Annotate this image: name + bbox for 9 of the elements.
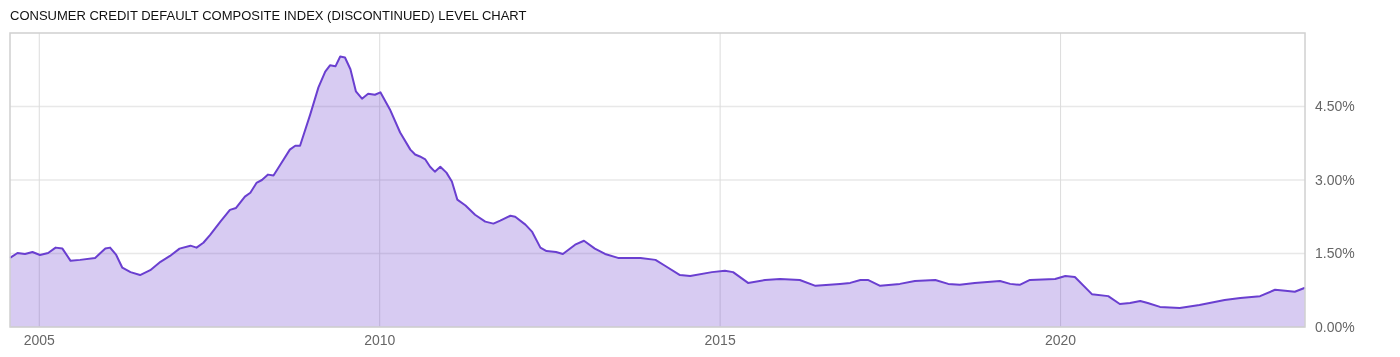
x-tick-label: 2010 [364, 332, 396, 348]
x-tick-label: 2005 [23, 332, 56, 348]
x-tick-label: 2015 [704, 332, 736, 348]
x-tick-label: 2020 [1044, 332, 1077, 348]
y-tick-label: 3.00% [1315, 171, 1355, 188]
y-tick-label: 0.00% [1315, 318, 1355, 335]
y-tick-label: 4.50% [1315, 98, 1355, 115]
y-tick-label: 1.50% [1315, 245, 1355, 262]
chart-title: CONSUMER CREDIT DEFAULT COMPOSITE INDEX (DISCONTINUED) LEVEL CHART [10, 8, 527, 23]
